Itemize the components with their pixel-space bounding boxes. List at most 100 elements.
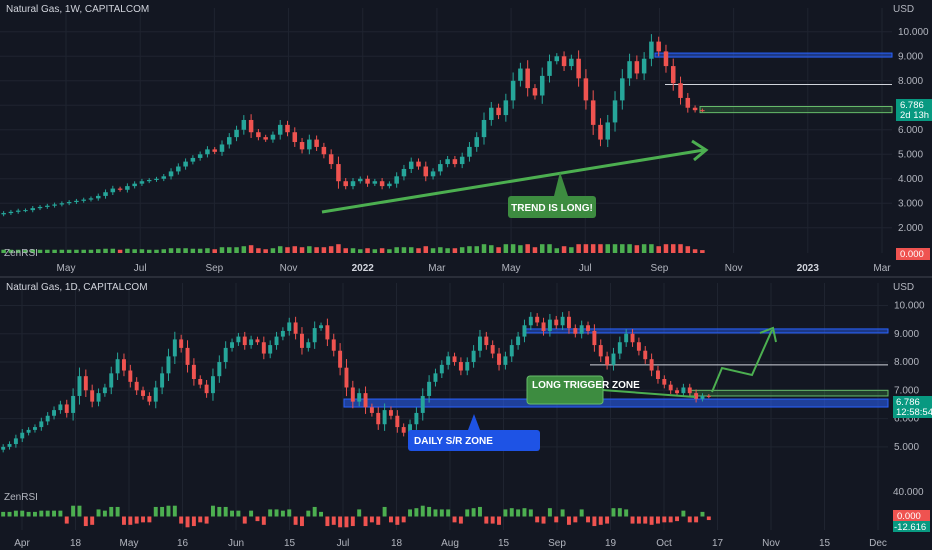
- bottom-levels: [343, 328, 889, 408]
- rsi-bar: [71, 505, 76, 517]
- candle-body: [109, 373, 114, 388]
- top-time-axis[interactable]: May Jul Sep Nov 2022 Mar May Jul Sep Nov 2023 Mar: [57, 263, 892, 274]
- rsi-bar: [547, 508, 552, 517]
- candle-body: [641, 58, 647, 74]
- rsi-bar: [277, 246, 283, 253]
- x-tick-label: 16: [177, 538, 189, 549]
- rsi-bar: [154, 249, 159, 253]
- rsi-bar: [408, 509, 413, 517]
- rsi-bar: [611, 508, 616, 517]
- candle-body: [20, 432, 25, 439]
- candle-body: [128, 370, 133, 382]
- candle-body: [503, 100, 509, 116]
- candle-body: [160, 373, 165, 388]
- candle-body: [1, 446, 6, 450]
- rsi-bar: [670, 244, 676, 253]
- rsi-bar: [8, 249, 14, 253]
- bottom-time-axis[interactable]: Apr 18 May 16 Jun 15 Jul 18 Aug 15 Sep 19 Oct 17 Nov 15…: [14, 538, 887, 549]
- candle-body: [510, 80, 516, 101]
- rsi-bar: [96, 249, 101, 253]
- candle-body: [525, 68, 530, 89]
- candle-body: [369, 407, 374, 413]
- candle-body: [576, 58, 581, 79]
- candle-body: [179, 339, 184, 348]
- candle-body: [668, 384, 673, 391]
- candle-body: [7, 444, 12, 447]
- candle-body: [656, 41, 661, 52]
- candle-body: [146, 179, 152, 182]
- top-rsi-bars: [1, 244, 705, 253]
- rsi-bar: [620, 244, 625, 253]
- candle-body: [147, 395, 152, 402]
- candle-body: [670, 66, 676, 84]
- rsi-bar: [166, 505, 171, 517]
- candle-body: [172, 339, 177, 357]
- x-tick-label: Apr: [14, 538, 30, 549]
- projection-arrow: [711, 326, 777, 393]
- candle-body: [547, 61, 552, 76]
- rsi-bar: [583, 244, 589, 253]
- rsi-bar: [357, 509, 362, 517]
- rsi-bar: [52, 249, 57, 253]
- candle-body: [452, 159, 458, 165]
- rsi-bar: [217, 506, 222, 517]
- x-tick-label: Aug: [441, 538, 459, 549]
- rsi-bar: [90, 516, 95, 525]
- rsi-bar: [115, 506, 120, 517]
- rsi-bar: [230, 510, 235, 517]
- candle-body: [8, 211, 14, 214]
- rsi-bar: [15, 249, 21, 253]
- bottom-currency-label: USD: [893, 282, 914, 293]
- candle-body: [299, 333, 304, 348]
- rsi-bar: [430, 248, 436, 253]
- rsi-bar: [634, 245, 640, 253]
- rsi-bar: [590, 244, 596, 253]
- rsi-bar: [569, 247, 574, 253]
- candle-body: [197, 154, 203, 158]
- candle-body: [518, 68, 523, 81]
- candle-body: [630, 333, 635, 343]
- bottom-rsi-bars: [1, 505, 711, 528]
- candle-body: [685, 97, 691, 108]
- rsi-bar: [314, 247, 319, 253]
- candle-body: [379, 181, 385, 187]
- rsi-bar: [641, 244, 647, 253]
- candle-body: [481, 119, 487, 138]
- candle-body: [248, 119, 254, 133]
- rsi-bar: [59, 249, 65, 253]
- rsi-bar: [128, 516, 133, 525]
- candle-body: [465, 362, 470, 371]
- candle-body: [489, 107, 494, 120]
- rsi-bar: [350, 516, 355, 527]
- rsi-bar: [331, 516, 336, 525]
- rsi-bar: [401, 516, 406, 523]
- candle-body: [605, 122, 610, 140]
- candle-body: [117, 188, 123, 190]
- candle-body: [90, 390, 95, 402]
- rsi-bar: [561, 246, 567, 253]
- candle-body: [350, 181, 356, 187]
- bottom-price-axis[interactable]: 10.000 9.000 8.000 7.000 6.000 5.000: [894, 300, 925, 452]
- candle-body: [706, 395, 711, 397]
- rsi-bar: [433, 509, 438, 517]
- rsi-bar: [541, 516, 546, 524]
- candle-body: [382, 410, 387, 425]
- candle-body: [204, 384, 209, 394]
- rsi-bar: [64, 516, 69, 524]
- candle-body: [620, 78, 625, 101]
- rsi-bar: [365, 248, 370, 253]
- candle-body: [96, 393, 101, 402]
- rsi-bar: [146, 249, 152, 253]
- rsi-bar: [183, 248, 188, 253]
- candle-body: [81, 199, 86, 201]
- rsi-bar: [328, 246, 334, 253]
- candle-body: [458, 362, 463, 371]
- top-currency-label: USD: [893, 4, 914, 15]
- rsi-bar: [612, 244, 618, 253]
- candle-body: [605, 356, 610, 365]
- candle-body: [634, 61, 640, 74]
- candle-body: [331, 339, 336, 351]
- rsi-bar: [617, 508, 622, 517]
- x-tick-label: 15: [819, 538, 831, 549]
- rsi-bar: [627, 244, 632, 253]
